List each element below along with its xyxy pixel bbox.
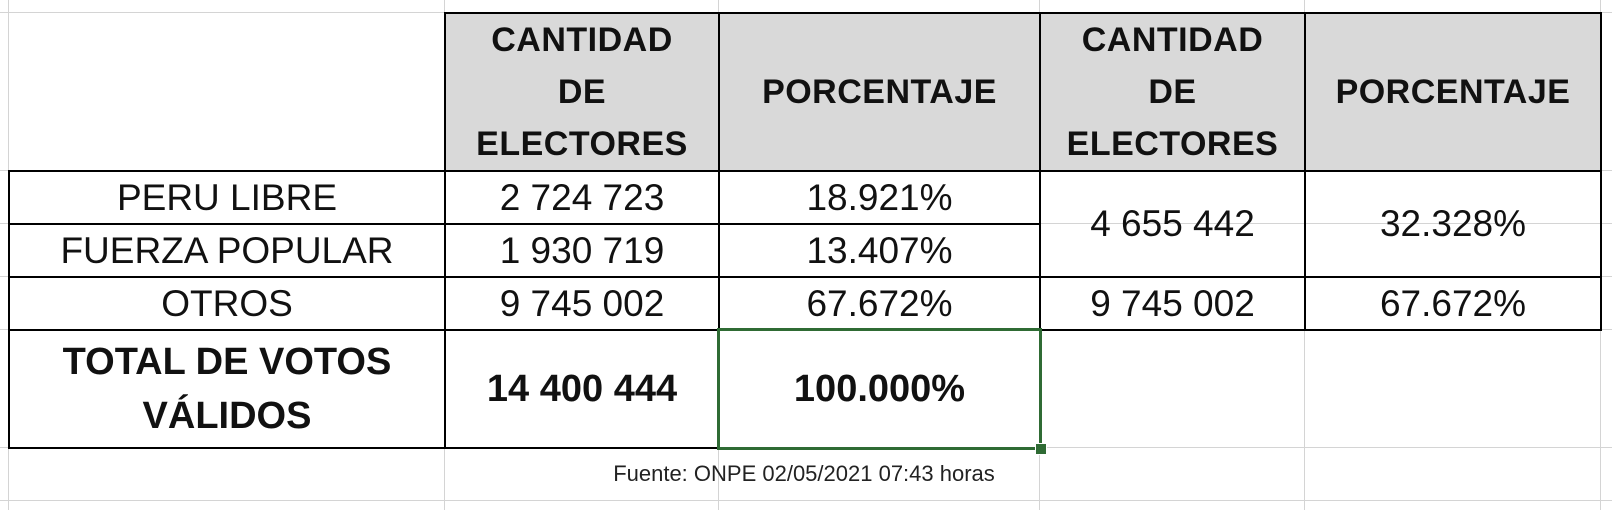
row-label[interactable]: OTROS bbox=[8, 276, 446, 331]
data-cell[interactable]: 1 930 719 bbox=[444, 223, 720, 278]
fill-handle[interactable] bbox=[1035, 443, 1047, 455]
row-label[interactable]: FUERZA POPULAR bbox=[8, 223, 446, 278]
header-cell[interactable]: CANTIDAD DE ELECTORES bbox=[444, 12, 720, 172]
header-cell[interactable]: PORCENTAJE bbox=[1304, 12, 1602, 172]
header-cell[interactable]: CANTIDAD DE ELECTORES bbox=[1039, 12, 1306, 172]
row-label[interactable]: PERU LIBRE bbox=[8, 170, 446, 225]
data-cell[interactable]: 4 655 442 bbox=[1039, 170, 1306, 278]
data-cell[interactable]: 2 724 723 bbox=[444, 170, 720, 225]
grid-line bbox=[0, 500, 1612, 501]
source-note: Fuente: ONPE 02/05/2021 07:43 horas bbox=[613, 460, 995, 486]
total-label[interactable]: TOTAL DE VOTOS VÁLIDOS bbox=[8, 329, 446, 449]
data-cell[interactable]: 9 745 002 bbox=[444, 276, 720, 331]
header-cell[interactable]: PORCENTAJE bbox=[718, 12, 1041, 172]
data-cell[interactable]: 67.672% bbox=[1304, 276, 1602, 331]
selected-cell[interactable]: 100.000% bbox=[717, 328, 1042, 450]
data-cell[interactable]: 67.672% bbox=[718, 276, 1041, 331]
data-cell[interactable]: 9 745 002 bbox=[1039, 276, 1306, 331]
data-cell[interactable]: 13.407% bbox=[718, 223, 1041, 278]
total-cell[interactable]: 14 400 444 bbox=[444, 329, 720, 449]
data-cell[interactable]: 18.921% bbox=[718, 170, 1041, 225]
data-cell[interactable]: 32.328% bbox=[1304, 170, 1602, 278]
